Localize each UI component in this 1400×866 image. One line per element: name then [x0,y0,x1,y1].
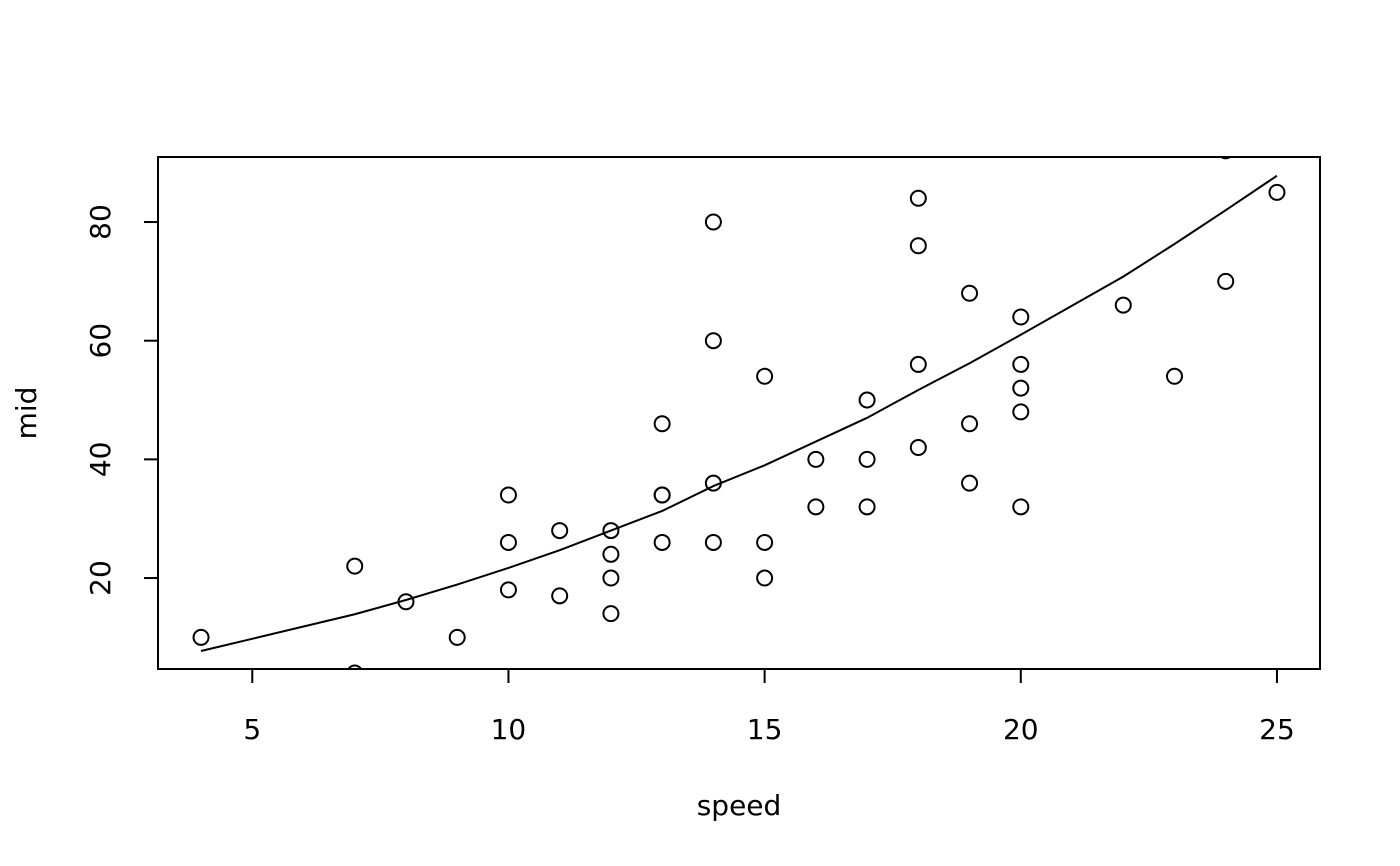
point [499,486,517,504]
y-tick-label: 60 [84,323,117,359]
point [858,498,876,516]
point [551,587,569,605]
x-tick-label: 5 [243,713,261,746]
point [346,557,364,575]
point [1114,296,1132,314]
y-axis-label: mid [10,387,43,440]
x-tick-label: 10 [491,713,527,746]
point [602,545,620,563]
y-tick-label: 40 [84,442,117,478]
point [961,284,979,302]
point [909,439,927,457]
point [1012,403,1030,421]
y-tick-label: 80 [84,204,117,240]
point [858,450,876,468]
point [1012,498,1030,516]
point [756,367,774,385]
plot-area [192,157,1286,669]
point [1012,355,1030,373]
x-tick-label: 20 [1003,713,1039,746]
point [653,486,671,504]
point [807,498,825,516]
x-axis-label: speed [697,789,782,822]
point [602,569,620,587]
point [499,533,517,551]
point [1219,157,1232,160]
point [602,605,620,623]
point [807,450,825,468]
point [653,533,671,551]
point [756,569,774,587]
y-tick-label: 20 [84,560,117,596]
point [704,332,722,350]
point [961,415,979,433]
point [347,664,363,669]
point [499,581,517,599]
point [1268,183,1286,201]
point [704,533,722,551]
plot-frame [157,156,1321,670]
point [909,189,927,207]
point [551,522,569,540]
point [1012,379,1030,397]
point [756,533,774,551]
point [961,474,979,492]
point [858,391,876,409]
point [909,237,927,255]
fit-line [200,174,1278,652]
point [1217,272,1235,290]
point [653,415,671,433]
point [704,213,722,231]
point [1165,367,1183,385]
point [909,355,927,373]
x-tick-label: 25 [1259,713,1295,746]
point [448,628,466,646]
point [192,628,210,646]
x-tick-label: 15 [747,713,783,746]
point [602,522,620,540]
point [1012,308,1030,326]
